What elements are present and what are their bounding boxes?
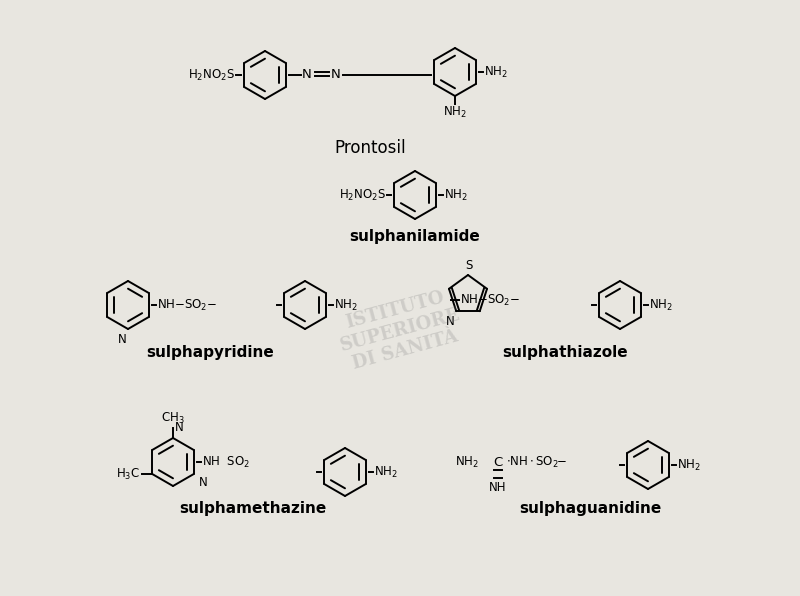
Text: $\mathregular{NH\ \ SO_2}$: $\mathregular{NH\ \ SO_2}$ <box>202 454 250 470</box>
Text: $\mathregular{\cdot NH\cdot SO_2\!\!-}$: $\mathregular{\cdot NH\cdot SO_2\!\!-}$ <box>506 454 566 470</box>
Text: sulphanilamide: sulphanilamide <box>350 229 480 244</box>
Text: $\mathregular{NH_2}$: $\mathregular{NH_2}$ <box>484 64 508 79</box>
Text: $\mathregular{H_2NO_2S}$: $\mathregular{H_2NO_2S}$ <box>188 67 235 83</box>
Text: sulphamethazine: sulphamethazine <box>179 501 326 516</box>
Text: N: N <box>175 421 184 434</box>
Text: ISTITUTO
SUPERIORE
DI SANITÀ: ISTITUTO SUPERIORE DI SANITÀ <box>333 285 467 375</box>
Text: sulphathiazole: sulphathiazole <box>502 344 628 359</box>
Text: Prontosil: Prontosil <box>334 139 406 157</box>
Text: sulphapyridine: sulphapyridine <box>146 344 274 359</box>
Text: $\mathregular{NH_2}$: $\mathregular{NH_2}$ <box>443 105 467 120</box>
Text: N: N <box>118 333 126 346</box>
Text: $\mathregular{H_3C}$: $\mathregular{H_3C}$ <box>116 467 140 482</box>
Text: sulphaguanidine: sulphaguanidine <box>519 501 661 516</box>
Text: $\mathregular{NH_2}$: $\mathregular{NH_2}$ <box>374 464 398 480</box>
Text: N: N <box>302 67 312 80</box>
Text: S: S <box>466 259 473 272</box>
Text: $\mathregular{NH_2}$: $\mathregular{NH_2}$ <box>455 454 479 470</box>
Text: $\mathregular{NH_2}$: $\mathregular{NH_2}$ <box>649 297 673 312</box>
Text: $\mathregular{H_2NO_2S}$: $\mathregular{H_2NO_2S}$ <box>339 188 386 203</box>
Text: NH: NH <box>490 481 506 494</box>
Text: N: N <box>446 315 454 328</box>
Text: $\mathregular{CH_3}$: $\mathregular{CH_3}$ <box>161 411 185 426</box>
Text: $\mathregular{NH{-}SO_2{-}}$: $\mathregular{NH{-}SO_2{-}}$ <box>460 293 520 308</box>
Text: N: N <box>331 67 341 80</box>
Text: $\mathregular{NH{-}SO_2{-}}$: $\mathregular{NH{-}SO_2{-}}$ <box>157 297 217 312</box>
Text: $\mathregular{NH_2}$: $\mathregular{NH_2}$ <box>334 297 358 312</box>
Text: N: N <box>198 476 207 489</box>
Text: $\mathregular{NH_2}$: $\mathregular{NH_2}$ <box>444 188 468 203</box>
Text: $\mathregular{NH_2}$: $\mathregular{NH_2}$ <box>677 458 701 473</box>
Text: C: C <box>494 455 502 468</box>
